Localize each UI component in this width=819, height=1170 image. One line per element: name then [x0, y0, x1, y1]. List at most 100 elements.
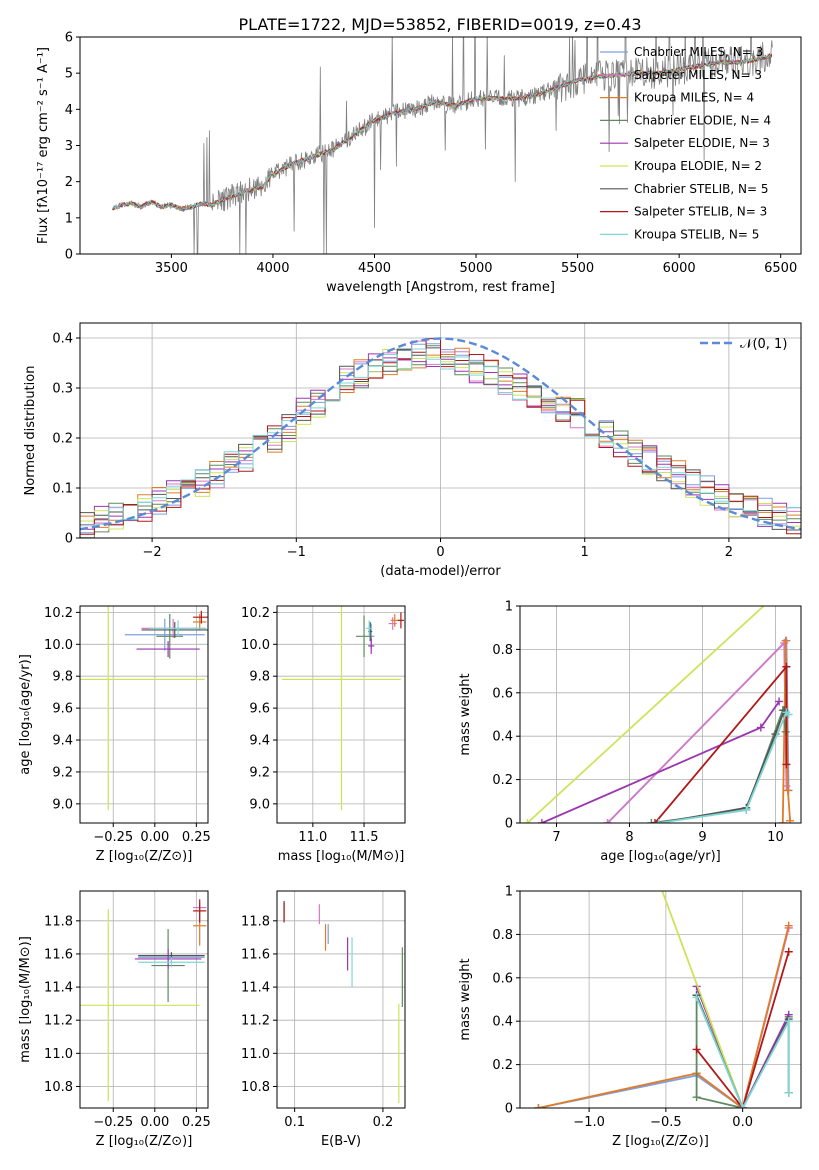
weight-line [606, 640, 788, 823]
x-tick-label: 11.0 [298, 830, 327, 845]
axes-frame [276, 605, 406, 824]
normal-curve [80, 337, 801, 531]
weight-marker [523, 819, 532, 823]
y-tick-label: 10.0 [44, 638, 73, 653]
y-tick-label: 0.6 [492, 971, 513, 986]
y-tick-label: 9.8 [249, 670, 270, 685]
weight-line [661, 891, 744, 1108]
y-tick-label: 11.0 [44, 1047, 73, 1062]
x-tick-label: 0.2 [373, 1115, 394, 1130]
y-tick-label: 3 [65, 139, 73, 154]
x-tick-label: 5000 [459, 261, 492, 276]
weight-marker [742, 805, 751, 814]
y-axis-label: Normed distribution [23, 366, 38, 496]
y-tick-label: 9.2 [249, 765, 270, 780]
y-tick-label: 10.2 [241, 606, 270, 621]
y-tick-label: 1 [505, 600, 513, 615]
plot-area [277, 606, 405, 823]
y-tick-label: 2 [65, 175, 73, 190]
x-axis-label: E(B-V) [321, 1134, 361, 1149]
weight-line [658, 710, 790, 823]
weight-line [695, 996, 790, 1108]
plot-area [80, 891, 208, 1108]
y-tick-label: 0.2 [492, 1058, 513, 1073]
weight-line [695, 951, 790, 1108]
x-tick-label: 6500 [764, 261, 797, 276]
y-tick-label: 11.8 [241, 914, 270, 929]
y-tick-label: 11.2 [241, 1014, 270, 1029]
x-tick-label: 1 [581, 545, 589, 560]
y-tick-label: 9.6 [52, 702, 73, 717]
weight-line [654, 664, 788, 823]
y-tick-label: 0.1 [52, 482, 73, 497]
x-tick-label: 11.5 [350, 830, 379, 845]
axes-frame [519, 890, 802, 1109]
x-axis-label: Z [log₁₀(Z/Z⊙)] [96, 1134, 193, 1149]
y-tick-label: 0 [65, 532, 73, 547]
x-tick-label: 10 [767, 830, 784, 845]
x-tick-label: 0.25 [182, 1115, 211, 1130]
y-tick-label: 0 [65, 248, 73, 263]
axes-frame [276, 890, 406, 1109]
y-tick-label: 0.3 [52, 382, 73, 397]
y-tick-label: 10.8 [44, 1080, 73, 1095]
panel-spectrum: 3500 4000 4500 5000 5500 6000 6500 0 1 2 3 4 5 6 wavel… [36, 31, 802, 295]
y-tick-label: 0.4 [492, 730, 513, 745]
y-tick-label: 9.8 [52, 670, 73, 685]
axes-frame [519, 605, 802, 824]
x-tick-label: 4500 [358, 261, 391, 276]
legend-label: Chabrier ELODIE, N= 4 [634, 113, 771, 127]
y-tick-label: 0.8 [492, 928, 513, 943]
y-tick-label: 6 [65, 31, 73, 46]
axes-frame [79, 890, 209, 1109]
x-tick-label: −1 [287, 545, 306, 560]
plot-area [112, 37, 773, 254]
legend-label: Salpeter MILES, N= 3 [634, 68, 762, 82]
weight-marker [782, 760, 791, 769]
x-axis-label: Z [log₁₀(Z/Z⊙)] [96, 849, 193, 864]
spectrum-data-line [112, 37, 773, 254]
y-tick-label: 0 [505, 817, 513, 832]
legend-label: Kroupa ELODIE, N= 2 [634, 159, 762, 173]
y-tick-label: 5 [65, 67, 73, 82]
panel-residuals: −2 −1 0 1 2 0 0.1 0.2 0.3 0.4 (data-model)/error No… [23, 322, 802, 579]
axes-frame [79, 605, 209, 824]
weight-marker [778, 819, 787, 823]
weight-marker [534, 1104, 543, 1108]
weight-line [538, 925, 790, 1108]
y-tick-label: 11.2 [44, 1014, 73, 1029]
y-tick-label: 11.6 [44, 947, 73, 962]
y-tick-label: 11.0 [241, 1047, 270, 1062]
axes-frame [79, 36, 802, 255]
y-tick-label: 4 [65, 103, 73, 118]
x-axis-label: (data-model)/error [380, 564, 501, 579]
x-tick-label: 0.25 [182, 830, 211, 845]
weight-marker [603, 819, 612, 823]
weight-marker [784, 921, 793, 930]
y-axis-label: age [log₁₀(age/yr)] [18, 654, 33, 775]
x-axis-label: Z [log₁₀(Z/Z⊙)] [612, 1134, 709, 1149]
y-tick-label: 10.2 [44, 606, 73, 621]
x-tick-label: 0 [436, 545, 444, 560]
x-tick-label: −1.0 [573, 1115, 605, 1130]
weight-marker [786, 816, 795, 823]
figure-title: PLATE=1722, MJD=53852, FIBERID=0019, z=0… [238, 15, 641, 34]
y-tick-label: 9.0 [249, 797, 270, 812]
panel-age-vs-Z: −0.25 0.00 0.25 9.0 9.2 9.4 9.6 9.8 10.0 10.2 Z [l… [18, 605, 211, 864]
y-axis-label: Flux [fλ10⁻¹⁷ erg cm⁻² s⁻¹ A⁻¹] [36, 47, 51, 244]
x-axis-label: mass [log₁₀(M/M⊙)] [278, 849, 405, 864]
y-tick-label: 0.6 [492, 686, 513, 701]
x-tick-label: 5500 [561, 261, 594, 276]
residual-legend: 𝒩(0, 1) [700, 337, 787, 352]
y-tick-label: 0.4 [52, 332, 73, 347]
x-tick-label: 7 [552, 830, 560, 845]
x-tick-label: 8 [625, 830, 633, 845]
y-tick-label: 0 [505, 1102, 513, 1117]
y-tick-label: 1 [65, 211, 73, 226]
panel-weight-vs-age: 7 8 9 10 0 0.2 0.4 0.6 0.8 1 age [log₁₀(age/yr)] ma… [458, 600, 802, 864]
weight-marker [784, 710, 793, 719]
weight-marker [781, 636, 790, 645]
legend-label: Kroupa STELIB, N= 5 [634, 227, 759, 241]
weight-marker [692, 993, 701, 1002]
